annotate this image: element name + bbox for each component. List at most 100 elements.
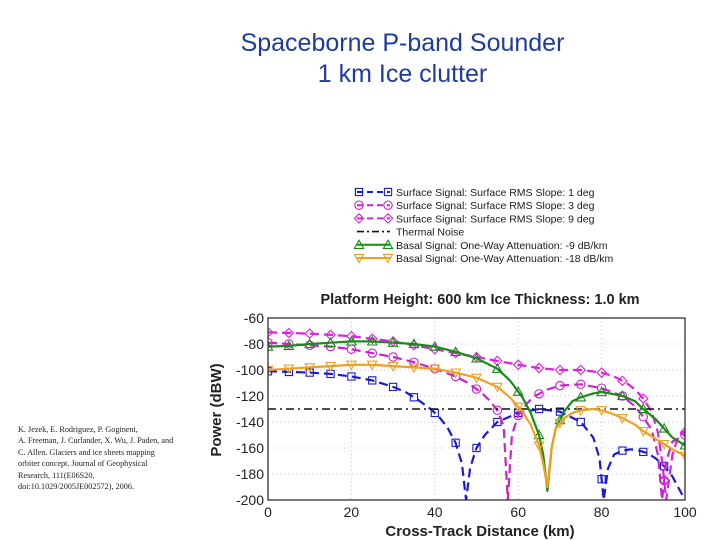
legend-label-0: Surface Signal: Surface RMS Slope: 1 deg: [396, 187, 595, 199]
series-5-marker: [616, 413, 628, 424]
series-4-marker: [353, 239, 365, 249]
series-4-marker: [268, 340, 274, 351]
series-5-marker: [575, 406, 587, 417]
chart-series: [268, 326, 685, 500]
series-1-marker: [638, 412, 649, 422]
series-1-marker: [575, 379, 586, 390]
series-1-marker: [354, 200, 364, 210]
series-5-marker: [470, 373, 483, 384]
series-0-marker: [347, 372, 356, 381]
series-0-line: [268, 370, 685, 500]
x-tick-label: 80: [594, 504, 610, 520]
x-tick-label: 40: [427, 504, 443, 520]
series-1-marker: [471, 384, 482, 394]
legend-label-4: Basal Signal: One-Way Attenuation: -9 dB…: [396, 240, 608, 252]
series-5-marker: [382, 253, 394, 264]
series-2-marker: [491, 355, 503, 367]
series-5-marker: [353, 253, 365, 264]
series-4-marker: [429, 340, 441, 351]
series-5-line: [268, 363, 685, 489]
series-5: [268, 360, 685, 489]
series-4-marker: [491, 362, 503, 373]
series-2-line: [268, 331, 685, 500]
slide-title-line-2: 1 km Ice clutter: [317, 60, 488, 88]
series-5-marker: [533, 441, 545, 452]
series-5-marker: [366, 360, 378, 371]
x-tick-label: 100: [673, 504, 697, 520]
slide-title: Spaceborne P-band Sounder 1 km Ice clutt…: [170, 28, 635, 90]
series-5-marker: [554, 419, 566, 430]
citation-line-3: C. Allen. Glaciers and ice sheets mappin…: [18, 447, 155, 457]
series-1-marker: [534, 389, 544, 399]
series-5-marker: [325, 361, 337, 372]
series-2-marker: [283, 327, 295, 339]
legend-label-5: Basal Signal: One-Way Attenuation: -18 d…: [396, 253, 614, 265]
series-4-marker: [679, 439, 685, 450]
series-4-marker: [345, 335, 357, 346]
series-4-marker: [512, 385, 524, 396]
citation: K. Jezek, E. Rodriguez, P. Gogineni, A. …: [18, 424, 218, 492]
series-1-line: [268, 341, 685, 500]
series-0-marker: [472, 443, 481, 453]
legend-label-3: Thermal Noise: [396, 227, 464, 239]
y-tick-label: -120: [236, 388, 264, 404]
y-axis-title: Power (dBW): [208, 363, 225, 456]
series-5-marker: [429, 364, 441, 375]
citation-line-4: orbiter concept. Journal of Geophysical: [18, 459, 148, 469]
y-tick-label: -60: [244, 310, 264, 326]
series-1-marker: [367, 348, 377, 358]
series-4-marker: [450, 346, 462, 356]
series-5-marker: [345, 360, 357, 371]
series-2-marker: [512, 359, 524, 371]
y-tick-label: -180: [236, 466, 264, 482]
citation-line-1: K. Jezek, E. Rodriguez, P. Gogineni,: [18, 425, 138, 434]
series-2-marker: [658, 475, 670, 486]
series-5-marker: [387, 361, 399, 372]
series-4-line: [268, 340, 685, 492]
series-4-marker: [387, 336, 399, 347]
series-2-marker: [382, 213, 394, 224]
series-0-marker: [368, 376, 377, 385]
y-tick-label: -160: [236, 440, 264, 456]
series-2-marker: [679, 427, 685, 438]
chart-title: Platform Height: 600 km Ice Thickness: 1…: [320, 292, 639, 308]
series-4-marker: [533, 429, 545, 440]
legend-label-1: Surface Signal: Surface RMS Slope: 3 deg: [396, 200, 595, 212]
series-2-marker: [596, 367, 607, 378]
series-2-marker: [575, 364, 587, 376]
y-tick-label: -200: [236, 492, 264, 508]
series-2-marker: [533, 362, 545, 374]
legend-label-2: Surface Signal: Surface RMS Slope: 9 deg: [396, 213, 595, 225]
chart-legend: Surface Signal: Surface RMS Slope: 1 deg…: [353, 187, 614, 265]
series-5-marker: [304, 363, 316, 374]
series-5-marker: [637, 426, 649, 437]
series-4-marker: [616, 390, 628, 401]
series-4-marker: [658, 422, 670, 433]
y-tick-label: -140: [236, 414, 264, 430]
series-5-marker: [679, 451, 685, 462]
citation-line-5: Research, 111(E06S20,: [18, 470, 95, 480]
series-2-marker: [366, 333, 378, 345]
series-0-marker: [305, 368, 314, 377]
y-tick-label: -100: [236, 362, 264, 378]
x-axis-title: Cross-Track Distance (km): [385, 523, 574, 540]
citation-line-6: doi:10.1029/2005JE002572), 2006.: [18, 482, 134, 492]
series-0-marker: [618, 446, 627, 455]
series-1-marker: [383, 200, 393, 210]
series-0-marker: [409, 393, 419, 402]
x-tick-label: 20: [344, 504, 360, 520]
series-2-marker: [637, 393, 649, 404]
series-0-marker: [576, 417, 585, 427]
series-2-marker: [325, 329, 336, 341]
series-2-marker: [353, 213, 365, 224]
series-2-marker: [554, 364, 566, 376]
y-tick-label: -80: [244, 336, 264, 352]
series-5-marker: [491, 382, 503, 393]
series-0-marker: [354, 187, 364, 197]
plot-frame: [267, 317, 686, 501]
series-5-marker: [268, 365, 274, 376]
series-4-marker: [408, 338, 420, 349]
series-0-marker: [597, 475, 606, 484]
series-5-marker: [658, 439, 670, 450]
